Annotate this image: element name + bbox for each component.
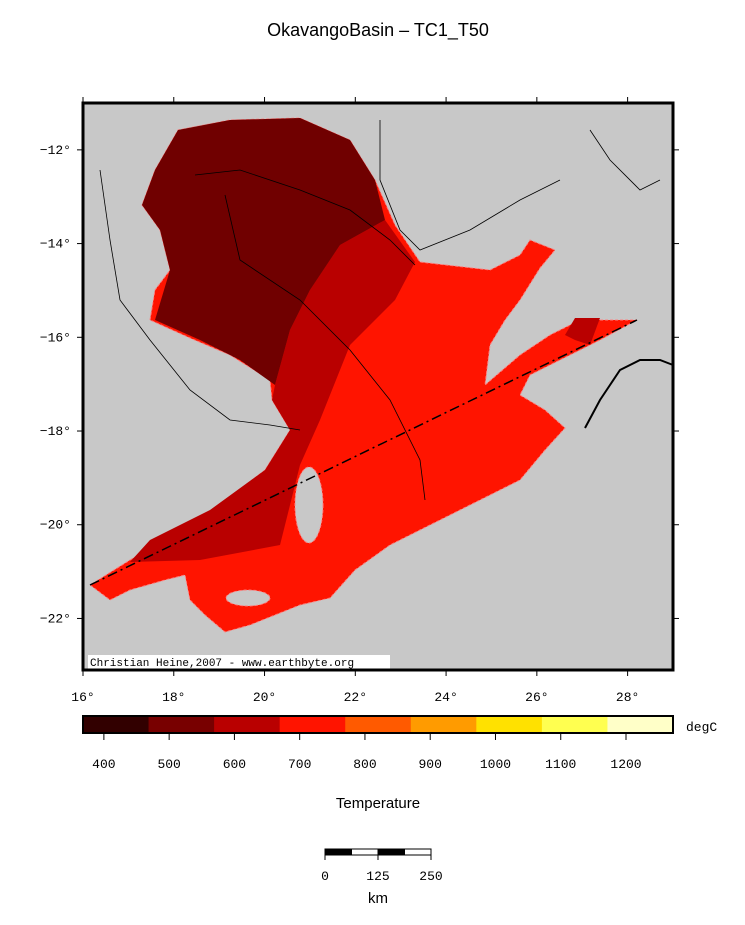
colorbar-bin xyxy=(214,716,281,733)
lat-label: −22° xyxy=(40,611,71,626)
title: OkavangoBasin – TC1_T50 xyxy=(267,20,489,41)
colorbar-tick-label: 500 xyxy=(157,757,180,772)
colorbar-tick-label: 700 xyxy=(288,757,311,772)
hole xyxy=(294,466,324,544)
profile-line xyxy=(89,319,638,586)
lat-label: −16° xyxy=(40,330,71,345)
scale-segment xyxy=(377,848,405,856)
colorbar-tick-label: 1100 xyxy=(545,757,576,772)
lon-label: 18° xyxy=(162,690,185,705)
colorbar-tick-label: 800 xyxy=(353,757,376,772)
lon-label: 16° xyxy=(71,690,94,705)
region-500 xyxy=(142,118,385,385)
colorbar-label: Temperature xyxy=(336,795,420,812)
colorbar-bin xyxy=(345,716,412,733)
scale-label: 0 xyxy=(321,869,329,884)
lon-label: 20° xyxy=(253,690,276,705)
colorbar-bin xyxy=(279,716,346,733)
lat-label: −18° xyxy=(40,424,71,439)
scale-segment xyxy=(404,848,432,856)
region-600 xyxy=(130,220,415,562)
colorbar-bin xyxy=(83,716,150,733)
credit-box xyxy=(88,655,390,669)
coastline xyxy=(584,359,674,429)
colorbar-tick-label: 900 xyxy=(419,757,442,772)
hole xyxy=(225,589,271,607)
lon-label: 26° xyxy=(525,690,548,705)
lon-label: 24° xyxy=(434,690,457,705)
scale-unit: km xyxy=(368,890,388,907)
river xyxy=(224,194,426,501)
lat-label: −12° xyxy=(40,143,71,158)
river xyxy=(194,169,416,266)
colorbar-bin xyxy=(148,716,215,733)
region-600-east xyxy=(565,318,600,345)
lat-label: −20° xyxy=(40,518,71,533)
scale-label: 125 xyxy=(366,869,389,884)
colorbar-bin xyxy=(541,716,608,733)
map-frame xyxy=(81,101,675,672)
rivers xyxy=(99,120,661,501)
colorbar-bin xyxy=(607,716,674,733)
colorbar-tick-label: 1200 xyxy=(610,757,641,772)
river xyxy=(589,129,661,191)
lon-label: 22° xyxy=(344,690,367,705)
colorbar-tick-label: 1000 xyxy=(480,757,511,772)
river xyxy=(99,169,301,431)
colorbar-tick-label: 600 xyxy=(223,757,246,772)
scale-label: 250 xyxy=(419,869,442,884)
scale-segment xyxy=(351,848,379,856)
river xyxy=(379,120,561,251)
lat-label: −14° xyxy=(40,237,71,252)
map: Christian Heine,2007 - www.earthbyte.org xyxy=(81,101,675,672)
scale-segment xyxy=(324,848,352,856)
colorbar-unit: degC xyxy=(686,720,717,735)
colorbar-tick-label: 400 xyxy=(92,757,115,772)
colorbar-frame xyxy=(82,715,674,734)
lon-label: 28° xyxy=(616,690,639,705)
colorbar-bin xyxy=(410,716,477,733)
credit: Christian Heine,2007 - www.earthbyte.org xyxy=(90,658,354,670)
colorbar-bin xyxy=(476,716,543,733)
